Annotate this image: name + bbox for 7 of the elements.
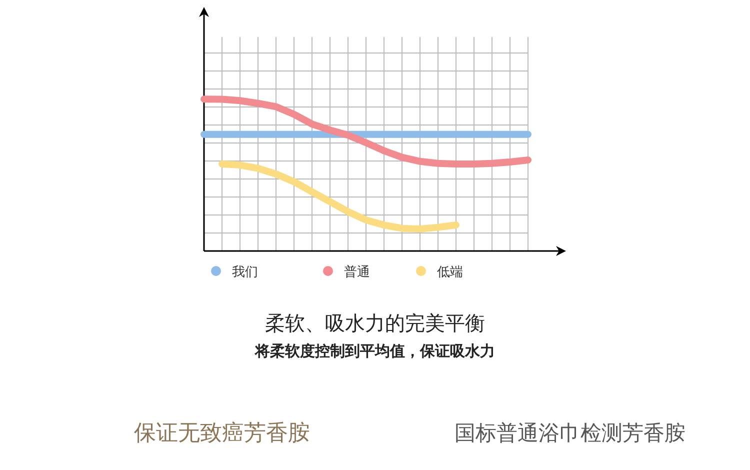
- text: 将柔软度控制到平均值，保证吸水力: [254, 342, 495, 360]
- text: 保证无致癌芳香胺: [134, 421, 310, 446]
- legend-label: 低端: [437, 265, 463, 280]
- legend-label: 普通: [344, 264, 370, 280]
- legend-label: 我们: [232, 265, 258, 280]
- text: 国标普通浴巾检测芳香胺: [454, 421, 686, 445]
- text: 柔软、吸水力的完美平衡: [265, 311, 485, 335]
